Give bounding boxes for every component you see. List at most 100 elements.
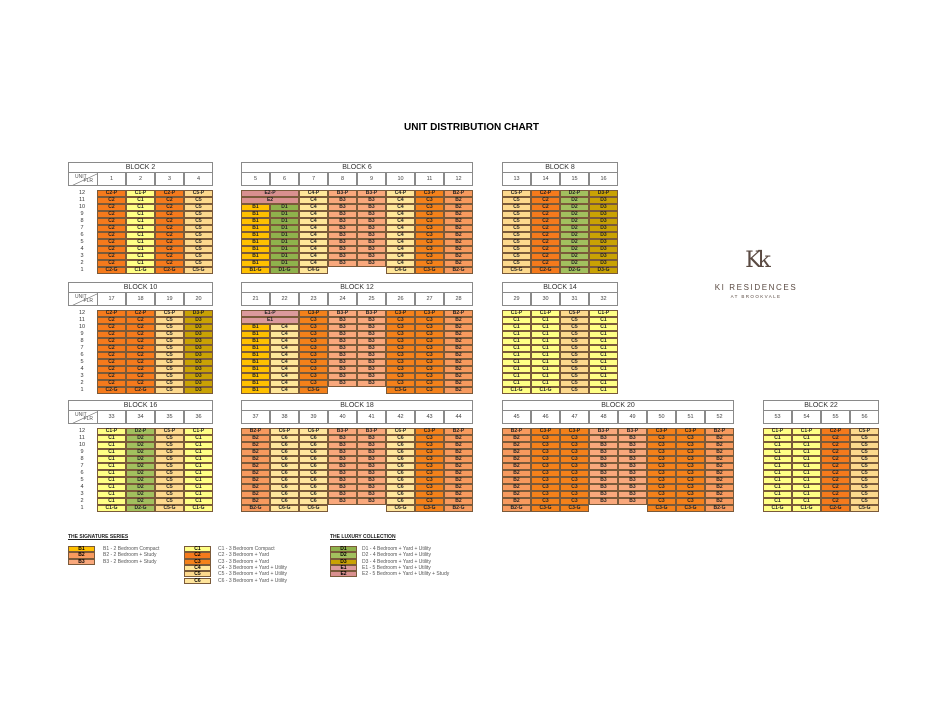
unit-cell: C5-G (502, 267, 531, 274)
unit-cell: C1 (531, 366, 560, 373)
unit-cell: C1 (97, 470, 126, 477)
floor-number: 7 (80, 225, 84, 231)
unit-number: 2 (126, 173, 155, 186)
unit-number: 55 (821, 411, 850, 424)
unit-cell: C3 (531, 463, 560, 470)
unit-cell: C3 (299, 331, 328, 338)
unit-cell: C3 (560, 491, 589, 498)
legend-description: C2 - 3 Bedroom + Yard (218, 552, 270, 559)
unit-cell: B3 (328, 338, 357, 345)
unit-cell: C3 (386, 338, 415, 345)
unit-cell: B3 (328, 225, 357, 232)
unit-cell: B2 (502, 477, 531, 484)
unit-cell: D3 (589, 211, 618, 218)
legend-swatch-c3: C3 (184, 558, 211, 565)
unit-cell: C2-G (531, 267, 560, 274)
unit-cell: C1-G (97, 505, 126, 512)
unit-cell: C3-G (647, 505, 676, 512)
unit-cell: C2 (155, 204, 184, 211)
legend-swatch-b2: B2 (68, 552, 95, 559)
unit-cell: B2-G (241, 505, 270, 512)
unit-cell: C1 (184, 498, 213, 505)
unit-cell: C6 (386, 477, 415, 484)
unit-cell: C6-G (299, 505, 328, 512)
unit-cell: D2-G (126, 505, 155, 512)
unit-cell: C5 (560, 366, 589, 373)
logo-mark-icon: Kk (745, 248, 771, 273)
unit-number: 38 (270, 411, 299, 424)
unit-cell: C3 (647, 449, 676, 456)
unit-cell: C1 (531, 338, 560, 345)
unit-cell: C5 (155, 380, 184, 387)
unit-cell: C2-P (97, 310, 126, 317)
unit-cell: B1 (241, 380, 270, 387)
unit-number: 44 (444, 411, 473, 424)
unit-cell: C1-P (589, 310, 618, 317)
unit-cell: C1 (589, 373, 618, 380)
unit-cell: C2-G (126, 387, 155, 394)
unit-cell: C3-P (415, 310, 444, 317)
unit-cell: C3 (415, 218, 444, 225)
unit-cell: B2 (502, 456, 531, 463)
unit-cell: B2 (241, 491, 270, 498)
unit-cell: B3 (357, 197, 386, 204)
unit-cell: C2-P (126, 310, 155, 317)
unit-cell: C6 (270, 449, 299, 456)
unit-cell: C4 (386, 204, 415, 211)
unit-cell: C2 (821, 470, 850, 477)
unit-cell: B3 (328, 435, 357, 442)
unit-cell: C1 (97, 435, 126, 442)
unit-number: 37 (241, 411, 270, 424)
unit-cell: C4 (299, 204, 328, 211)
unit-cell: C1 (184, 456, 213, 463)
unit-cell: D3 (184, 387, 213, 394)
unit-cell: B2 (444, 352, 473, 359)
unit-cell: C1 (97, 498, 126, 505)
unit-cell: B2 (502, 484, 531, 491)
unit-cell: C1 (589, 324, 618, 331)
unit-cell: C2 (126, 338, 155, 345)
unit-cell: C1 (126, 211, 155, 218)
legend-swatch-d1: D1 (330, 546, 357, 553)
unit-cell: C2 (531, 232, 560, 239)
unit-cell: C6-G (386, 505, 415, 512)
unit-cell: C2-P (531, 190, 560, 197)
legend-swatch-c1: C1 (184, 546, 211, 553)
unit-cell: C2-P (155, 190, 184, 197)
unit-cell: C1 (126, 253, 155, 260)
unit-cell: C3 (299, 380, 328, 387)
unit-cell: C4 (386, 260, 415, 267)
unit-cell: C3 (415, 239, 444, 246)
unit-cell: B3 (328, 373, 357, 380)
floor-label: FLR (83, 416, 93, 422)
unit-cell: B2 (444, 373, 473, 380)
unit-cell: B3-P (328, 428, 357, 435)
floor-number: 12 (78, 310, 86, 316)
unit-cell: C3 (647, 442, 676, 449)
unit-cell: C5 (155, 435, 184, 442)
unit-cell: C1 (531, 373, 560, 380)
unit-cell: C3 (560, 470, 589, 477)
unit-cell: C6 (270, 491, 299, 498)
unit-cell: B1 (241, 373, 270, 380)
unit-cell: B2 (502, 470, 531, 477)
unit-cell: B3 (589, 477, 618, 484)
unit-cell: C5 (850, 449, 879, 456)
unit-cell: C1 (792, 442, 821, 449)
unit-cell: B2 (444, 491, 473, 498)
unit-cell: B2 (444, 359, 473, 366)
unit-cell: B3 (618, 470, 647, 477)
unit-cell: C3-P (299, 310, 328, 317)
unit-cell: C1-P (97, 428, 126, 435)
unit-cell: C2-G (97, 387, 126, 394)
unit-cell: B2 (444, 449, 473, 456)
unit-cell: C1 (502, 380, 531, 387)
unit-cell: C1 (126, 239, 155, 246)
logo-subtitle: AT BROOKVALE (730, 294, 782, 299)
signature-series-title: THE SIGNATURE SERIES (68, 534, 129, 540)
unit-cell: C5 (560, 387, 589, 394)
unit-cell: C4 (299, 260, 328, 267)
unit-cell: C5 (502, 253, 531, 260)
unit-cell: C3 (647, 477, 676, 484)
unit-cell: D3-P (184, 310, 213, 317)
